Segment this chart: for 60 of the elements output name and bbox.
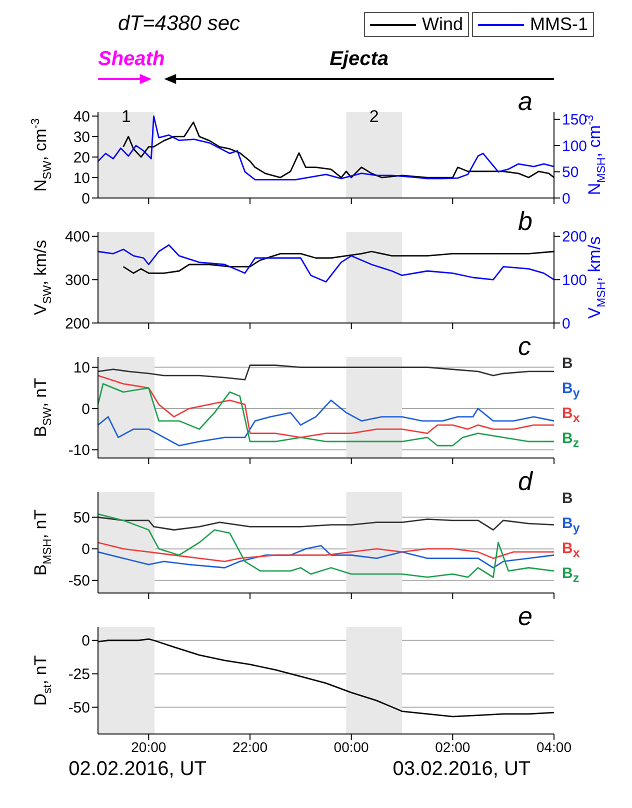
series-label: B [562,354,573,372]
y-tick-label: 20 [73,149,90,166]
y2-tick-label: 100 [562,272,588,289]
y2-tick-label: 100 [562,138,588,155]
line-series [98,364,554,380]
line-series [98,374,554,438]
y2-tick-label: 0 [562,315,570,332]
series-label: B [562,490,573,507]
y2-tick-label: 0 [562,190,570,208]
y-tick-label: 30 [73,128,90,146]
line-series [98,400,554,446]
y-tick-label: -50 [68,572,90,590]
legend-label: Wind [422,14,463,35]
y-tick-label: 0 [82,632,90,650]
y2-tick-label: 50 [562,164,579,182]
series-label: B$_{y}$ [562,514,580,535]
x-tick-label: 02:00 [435,738,470,755]
annotation: c [518,331,531,362]
series-label: B$_{x}$ [562,540,580,560]
line-series [98,513,554,578]
y-tick-label: 40 [73,108,90,126]
x-tick-label: 22:00 [232,738,268,755]
annotation: e [518,601,532,632]
legend-label: MMS-1 [530,14,588,35]
x-axis-title: 02.02.2016, UT [68,758,206,781]
y2-tick-label: 200 [562,228,588,246]
series-label: B$_{x}$ [562,405,580,426]
annotation: d [518,466,532,497]
y-tick-label: 0 [82,190,90,208]
x-tick-label: 00:00 [334,738,370,755]
x-tick-label: 20:00 [131,738,166,755]
text: Sheath [98,48,165,71]
text: Ejecta [328,48,390,71]
chart-title: dT=4380 sec [118,12,240,36]
text: 03.02.2016, UT [392,758,531,781]
y-tick-label: -50 [68,700,90,717]
series-label: B$_{z}$ [562,430,580,450]
y-tick-label: 400 [64,228,90,246]
series-label: B$_{y}$ [562,380,580,400]
band-label: 1 [122,107,132,126]
y2-tick-label: 150 [562,112,588,129]
y-tick-label: 0 [82,400,90,418]
y-tick-label: 10 [73,360,90,377]
annotation: a [518,86,532,117]
line-series [98,516,554,531]
line-series [98,244,554,283]
y-tick-label: 10 [73,170,90,187]
line-series [98,544,554,568]
y-tick-label: -25 [68,666,90,684]
x-tick-label: 04:00 [536,738,572,755]
line-series [98,383,554,446]
y-tick-label: 0 [82,541,90,558]
y-tick-label: 300 [64,272,90,289]
y-tick-label: 50 [73,510,90,527]
line-series [98,542,554,562]
y-tick-label: -10 [68,442,90,460]
series-label: B$_{z}$ [562,565,580,586]
annotation: b [518,206,532,237]
y-tick-label: 200 [64,315,90,332]
band-label: 2 [369,107,379,126]
